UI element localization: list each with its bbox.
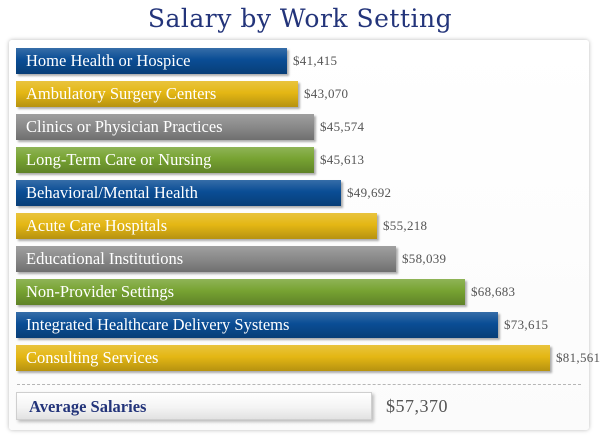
- bar: Educational Institutions: [16, 246, 396, 272]
- bars-container: Home Health or Hospice $41,415 Ambulatory …: [9, 40, 600, 430]
- bar: Behavioral/Mental Health: [16, 180, 341, 206]
- bar-label: Consulting Services: [26, 348, 159, 367]
- bar: Acute Care Hospitals: [16, 213, 377, 239]
- bar-value-label: $55,218: [383, 218, 428, 233]
- bar: Long-Term Care or Nursing: [16, 147, 314, 173]
- bar-value-label: $45,613: [320, 152, 365, 167]
- bar-label: Home Health or Hospice: [26, 51, 191, 70]
- average-value-label: $57,370: [386, 396, 448, 416]
- bar-label: Behavioral/Mental Health: [26, 183, 198, 202]
- bar-label: Non-Provider Settings: [26, 282, 175, 301]
- bar: Consulting Services: [16, 345, 550, 371]
- bar-label: Long-Term Care or Nursing: [26, 150, 212, 169]
- bar-value-label: $49,692: [347, 185, 392, 200]
- bar: Clinics or Physician Practices: [16, 114, 314, 140]
- bar-label: Integrated Healthcare Delivery Systems: [26, 315, 290, 334]
- bar-value-label: $43,070: [304, 86, 349, 101]
- bar-label: Ambulatory Surgery Centers: [26, 84, 217, 103]
- chart-panel: Home Health or Hospice $41,415 Ambulatory …: [9, 40, 600, 430]
- average-label: Average Salaries: [29, 397, 147, 416]
- bar-label: Acute Care Hospitals: [26, 216, 168, 235]
- bar-value-label: $41,415: [293, 53, 338, 68]
- average-divider: [17, 384, 581, 385]
- bar: Integrated Healthcare Delivery Systems: [16, 312, 498, 338]
- bar-label: Clinics or Physician Practices: [26, 117, 223, 136]
- bar-value-label: $81,561: [556, 350, 600, 365]
- bar-label: Educational Institutions: [26, 249, 184, 268]
- bar-value-label: $73,615: [504, 317, 549, 332]
- bar: Ambulatory Surgery Centers: [16, 81, 298, 107]
- bar: Home Health or Hospice: [16, 48, 287, 74]
- bar-value-label: $68,683: [471, 284, 516, 299]
- bar-value-label: $58,039: [402, 251, 447, 266]
- chart-title: Salary by Work Setting: [147, 4, 453, 33]
- average-bar: Average Salaries: [16, 392, 372, 420]
- bar-value-label: $45,574: [320, 119, 365, 134]
- bar: Non-Provider Settings: [16, 279, 465, 305]
